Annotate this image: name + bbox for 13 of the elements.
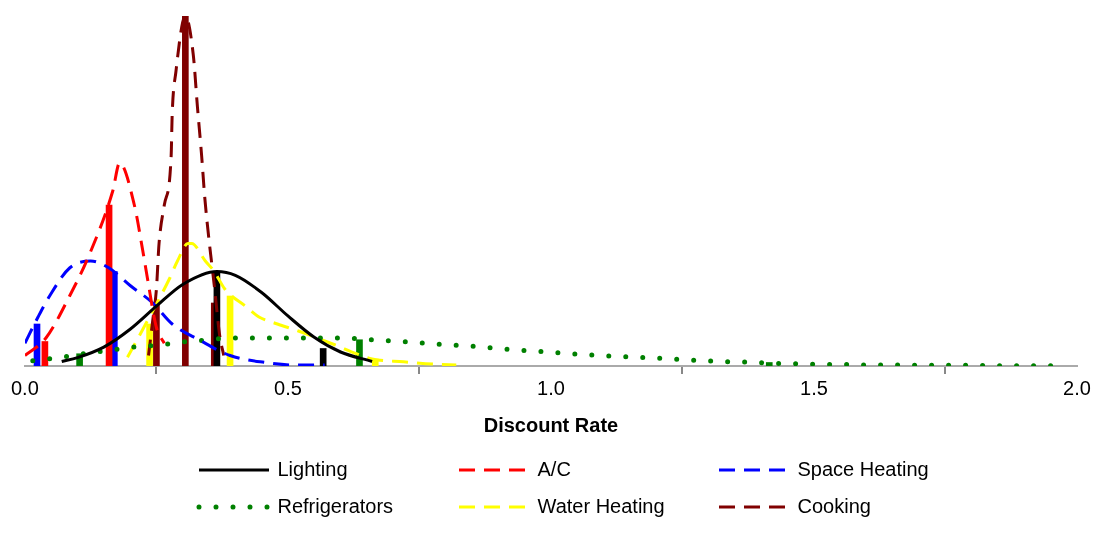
legend-label: Lighting — [277, 458, 348, 481]
x-tick-label: 1.0 — [537, 376, 565, 399]
x-tick-label: 0.5 — [274, 376, 302, 399]
x-axis-title: Discount Rate — [483, 413, 619, 436]
legend-label: Refrigerators — [277, 495, 394, 518]
x-tick-label: 2.0 — [1063, 376, 1091, 399]
legend-label: Space Heating — [797, 458, 929, 481]
x-tick-label: 1.5 — [800, 376, 828, 399]
legend-label: A/C — [537, 458, 571, 481]
legend-label: Cooking — [797, 495, 871, 518]
x-tick-label: 0.0 — [11, 376, 39, 399]
bar — [765, 362, 773, 366]
legend-label: Water Heating — [537, 495, 665, 518]
